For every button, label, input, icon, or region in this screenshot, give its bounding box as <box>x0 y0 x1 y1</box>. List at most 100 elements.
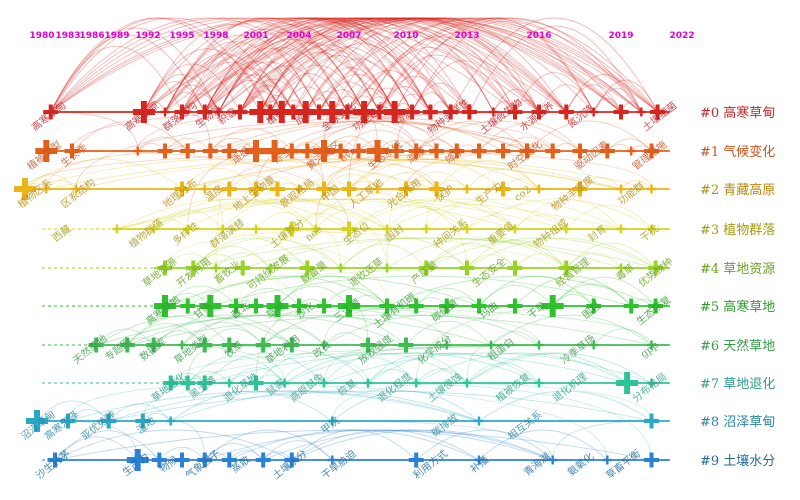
node-cross <box>248 181 264 197</box>
citation-arc <box>478 429 608 461</box>
node-cross-v <box>549 295 556 317</box>
keyword-label: 毒草 <box>613 261 637 284</box>
citation-arc <box>307 120 458 152</box>
node-cross <box>647 184 656 194</box>
citation-arc <box>239 41 380 113</box>
citation-arc <box>292 43 431 113</box>
node-cross-v <box>565 224 568 234</box>
node-cross <box>510 224 520 234</box>
keyword-label: 蒸散 <box>229 453 253 476</box>
node-cross <box>371 104 387 120</box>
citation-arc <box>126 323 206 346</box>
citation-arc <box>630 298 656 307</box>
citation-arc <box>142 344 594 422</box>
citation-arc <box>415 120 528 152</box>
citation-arc <box>346 17 642 113</box>
node-cross <box>429 143 444 159</box>
cluster-legend: #0 高寒草甸 #1 气候变化 #2 青藏高原 #3 植物群落 #4 草地资源 #5 高寒… <box>700 105 775 469</box>
citation-arc <box>181 17 431 113</box>
node-cross <box>507 298 523 314</box>
node-cross-v <box>346 295 352 317</box>
node-cross <box>157 260 173 276</box>
citation-arc <box>466 239 567 269</box>
citation-arc <box>552 276 656 307</box>
node-cross-v <box>152 224 155 234</box>
keyword-label: 景观格局 <box>277 176 317 211</box>
citation-arc <box>143 24 320 113</box>
citation-arc <box>446 296 480 307</box>
node-cross <box>255 452 271 468</box>
citation-arc <box>239 34 396 113</box>
citation-arc <box>67 390 480 422</box>
citation-arc <box>204 47 333 113</box>
citation-arc <box>153 314 293 346</box>
citation-arc <box>281 37 431 113</box>
citation-arc <box>218 80 283 113</box>
citation-arc <box>164 53 283 113</box>
node-cross <box>248 298 264 314</box>
citation-arc <box>269 73 348 113</box>
citation-arc <box>164 17 431 113</box>
citation-arc <box>204 17 452 113</box>
node-cross <box>228 298 244 314</box>
citation-arc <box>209 127 293 152</box>
node-cross <box>647 340 656 350</box>
citation-arc <box>192 253 244 269</box>
node-cross-v <box>445 340 448 350</box>
citation-arc <box>411 83 470 113</box>
citation-arc <box>181 167 257 190</box>
citation-arc <box>552 283 632 307</box>
citation-arc <box>143 63 241 113</box>
citation-arc <box>514 214 567 230</box>
node-cross <box>284 221 300 237</box>
node-cross-v <box>649 143 654 159</box>
node-cross <box>474 455 484 465</box>
keyword-label: 群落演替 <box>207 216 247 251</box>
node-cross <box>382 224 392 234</box>
citation-arc <box>164 275 480 307</box>
node-cross <box>360 337 376 353</box>
node-cross-v <box>43 140 50 162</box>
node-cross-v <box>228 378 231 388</box>
cluster-label: #2 青藏高原 <box>700 182 775 198</box>
node-cross-v <box>650 340 653 350</box>
citation-arc <box>181 17 622 113</box>
node-cross <box>616 372 639 394</box>
node-cross <box>133 146 143 156</box>
keyword-label: 土壤细菌 <box>640 99 680 134</box>
node-cross <box>294 184 304 194</box>
node-cross-v <box>425 224 428 234</box>
citation-arc <box>215 252 271 269</box>
node-cross <box>132 101 155 123</box>
node-cross-v <box>414 298 419 314</box>
citation-arc <box>209 137 257 152</box>
citation-arc <box>259 35 413 113</box>
node-cross-v <box>550 143 555 159</box>
citation-arc <box>396 139 437 152</box>
node-cross <box>561 224 571 234</box>
node-cross <box>270 101 293 123</box>
citation-arc <box>192 237 308 269</box>
citation-arc <box>526 120 652 152</box>
citation-arc <box>367 352 540 384</box>
citation-arc <box>239 90 283 113</box>
citation-arc <box>386 237 567 269</box>
node-cross <box>534 378 544 388</box>
node-cross <box>319 340 329 350</box>
node-cross <box>534 340 544 350</box>
citation-arc <box>620 180 652 190</box>
node-cross-v <box>525 143 529 159</box>
citation-arc <box>95 314 293 346</box>
node-cross <box>495 143 511 159</box>
node-cross-v <box>448 104 453 120</box>
node-cross-v <box>125 337 130 353</box>
node-cross-v <box>151 337 156 353</box>
citation-arc <box>204 429 333 461</box>
node-cross-v <box>203 184 206 194</box>
citation-arc <box>24 158 183 190</box>
node-cross-v <box>366 337 370 353</box>
node-cross <box>200 184 210 194</box>
node-cross <box>284 143 300 159</box>
citation-arc <box>143 48 271 113</box>
node-cross-v <box>53 452 57 468</box>
